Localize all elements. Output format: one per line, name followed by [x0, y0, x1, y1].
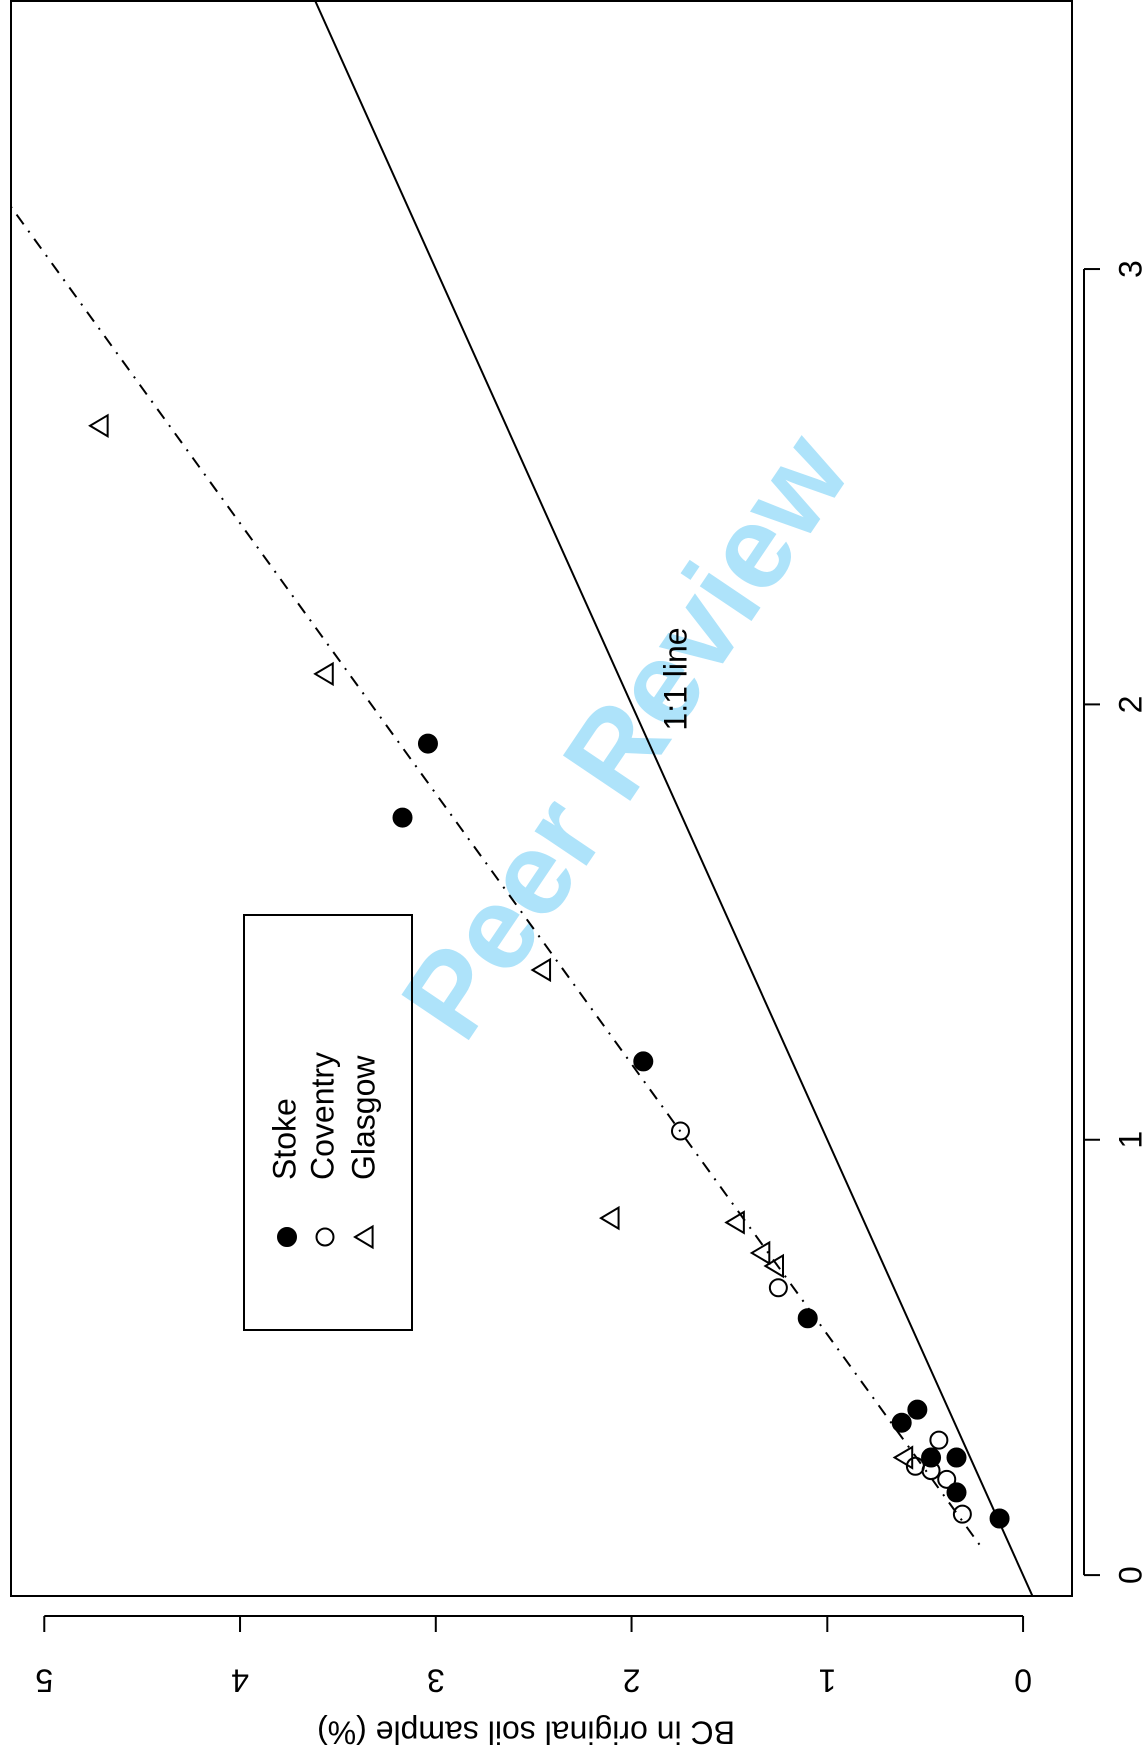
- marker: [313, 661, 334, 687]
- x-tick-label: 1: [1112, 1131, 1147, 1149]
- x-tick-label: 2: [1112, 696, 1147, 714]
- marker: [724, 1210, 745, 1235]
- legend-marker: [315, 1227, 335, 1247]
- marker: [946, 1482, 967, 1503]
- legend-label: Coventry: [304, 1052, 340, 1180]
- plot-area: [11, 0, 1034, 1596]
- marker: [952, 1504, 972, 1524]
- marker: [797, 1308, 818, 1329]
- marker: [670, 1121, 690, 1141]
- marker: [88, 413, 109, 438]
- marker: [921, 1447, 942, 1468]
- y-tick-label: 0: [1014, 1663, 1032, 1699]
- marker: [530, 957, 552, 983]
- y-axis-title: BC in original soil sample (%): [317, 1715, 735, 1751]
- marker: [768, 1278, 788, 1298]
- y-tick-label: 4: [231, 1663, 249, 1699]
- plot-box: [10, 0, 1073, 1597]
- line-label: 1:1 line: [657, 627, 693, 730]
- marker: [905, 1456, 925, 1476]
- legend-marker: [353, 1224, 374, 1250]
- fit-line: [11, 0, 981, 1546]
- legend-marker: [277, 1227, 297, 1247]
- legend-box: [243, 914, 413, 1331]
- identity-line: [313, 0, 1034, 1596]
- marker: [989, 1508, 1010, 1529]
- watermark: Peer Review: [377, 410, 876, 1061]
- marker: [946, 1447, 967, 1468]
- marker: [763, 1253, 785, 1279]
- marker: [892, 1445, 914, 1470]
- y-tick-label: 5: [35, 1663, 53, 1699]
- y-tick-label: 1: [818, 1663, 836, 1699]
- marker: [891, 1412, 912, 1433]
- legend-label: Glasgow: [345, 1055, 381, 1180]
- marker: [749, 1240, 771, 1266]
- marker: [633, 1051, 654, 1072]
- marker: [392, 807, 413, 828]
- x-tick-label: 0: [1112, 1566, 1147, 1584]
- marker: [417, 733, 438, 754]
- legend-label: Stoke: [266, 1098, 302, 1180]
- x-tick-label: 3: [1112, 260, 1147, 278]
- y-tick-label: 3: [427, 1663, 445, 1699]
- marker: [929, 1430, 949, 1450]
- marker: [907, 1399, 928, 1420]
- y-tick-label: 2: [623, 1663, 641, 1699]
- marker: [599, 1205, 620, 1231]
- marker: [937, 1469, 957, 1489]
